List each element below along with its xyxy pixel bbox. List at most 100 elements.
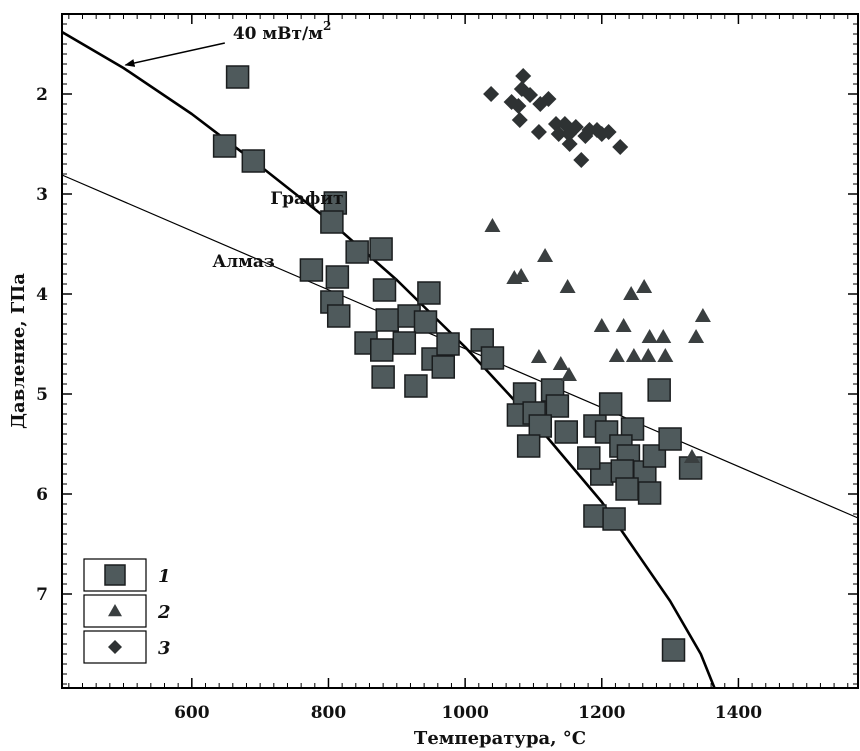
graphite-label: Графит [270,189,343,209]
series-3-point [483,86,500,102]
series-1-point [545,394,570,418]
y-tick-label: 3 [36,185,48,205]
series-1-point [417,281,441,305]
legend-label: 3 [158,638,171,659]
series-3-point [530,124,547,140]
legend-marker-1 [104,564,126,586]
series-2-point [688,329,705,343]
series-1-point [370,338,394,362]
series-1-point [212,134,237,158]
annotation-arrow [124,42,225,67]
series-1-point [413,310,438,334]
geotherm-label-superscript: 2 [323,19,331,33]
series-2-point [608,348,625,362]
legend: 1 2 3 [83,558,171,664]
series-3-point [560,126,577,142]
series-2-point [530,349,547,363]
geotherm-label-text: 40 мВт/м [233,24,323,44]
ticks-layer: 600 800 1000 1200 1400 2 3 4 5 6 7 Температура, °C Д… [8,14,858,749]
series-3-point [600,124,617,140]
series-3-point [510,98,527,114]
series-2-point [615,318,632,332]
series-1-point [345,240,369,264]
annotation-layer: 40 мВт/м2 Графит Алмаз [124,19,344,272]
series-1-point [436,332,460,356]
series-3-point [577,128,594,144]
curve-layer [61,30,859,689]
series-2-point [694,308,711,322]
y-tick-label: 4 [36,285,48,305]
series-1-point [326,304,351,328]
series-2-point [552,356,569,370]
series-1-point [598,392,623,416]
geotherm-label: 40 мВт/м2 [233,19,332,44]
series-1-point [661,638,686,662]
series-2-point [537,248,554,262]
series-2-point [560,367,577,381]
series-1-point [392,331,417,355]
x-tick-label: 1000 [441,703,488,723]
series-1-point [577,446,601,470]
series-3-point [561,136,578,152]
series-1-point [516,434,541,458]
series-1-point [241,149,266,173]
legend-label: 1 [158,566,171,587]
x-tick-label: 1200 [578,703,625,723]
series-2-point [655,329,672,343]
series-3-point [550,126,567,142]
x-axis-title: Температура, °C [414,728,586,749]
plot-frame [61,13,859,689]
series-1-point [225,65,250,89]
legend-marker-3 [108,640,122,654]
y-tick-label: 2 [36,85,48,105]
series-1-point [658,427,682,451]
y-tick-label: 6 [36,485,48,505]
series-2-point [623,286,640,300]
y-tick-label: 5 [36,385,48,405]
series-2-point [640,348,657,362]
series-3-point [540,91,557,107]
series-1-point [369,237,393,261]
legend-label: 2 [157,602,171,623]
plot-border [61,13,859,689]
series-1-point [299,258,324,282]
series-2-point [559,279,576,293]
series-2-point [625,348,642,362]
legend-marker-2 [108,604,122,617]
series-2-point [484,218,501,232]
series-1-point [325,265,350,289]
series-3-point [612,139,629,155]
series-1-point [320,210,344,234]
series-2-point [657,348,674,362]
series-2-point [593,318,610,332]
series-2-point [636,279,653,293]
series-3-point [515,68,532,84]
series-3-point [573,152,590,168]
series-1-point [602,507,626,531]
graphite-diamond-boundary-line [61,174,859,519]
diamond-label: Алмаз [212,252,275,272]
series-1-point [375,308,399,332]
x-tick-label: 800 [311,703,347,723]
series-2-point [641,329,658,343]
series-1-point [372,278,397,302]
series-1-point [637,481,662,505]
series-1-point [431,355,456,379]
points-layer [212,65,711,662]
series-3-point [511,112,528,128]
y-tick-label: 7 [36,585,48,605]
series-2-point [683,449,700,463]
series-1-point [528,414,553,438]
x-tick-label: 1400 [715,703,762,723]
series-1-point [480,346,505,370]
series-1-point [371,365,395,389]
series-1-point [615,477,639,501]
series-2-point [513,268,530,282]
series-1-point [647,378,671,402]
series-1-point [554,420,578,444]
series-3-point [522,87,539,103]
x-tick-label: 600 [174,703,210,723]
y-axis-title: Давление, ГПа [8,273,29,429]
series-1-point [404,374,428,398]
